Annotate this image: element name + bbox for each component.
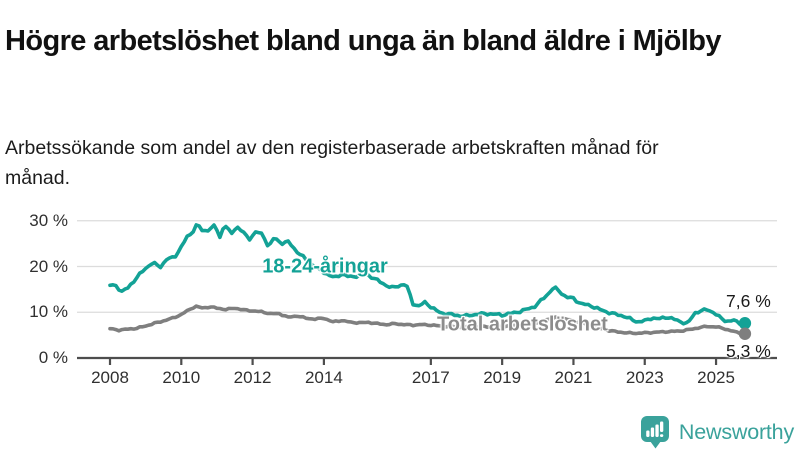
end-dot-total — [738, 327, 752, 340]
end-dot-youth — [738, 317, 752, 330]
series-line-total — [108, 304, 747, 336]
series-line-youth — [108, 223, 747, 326]
